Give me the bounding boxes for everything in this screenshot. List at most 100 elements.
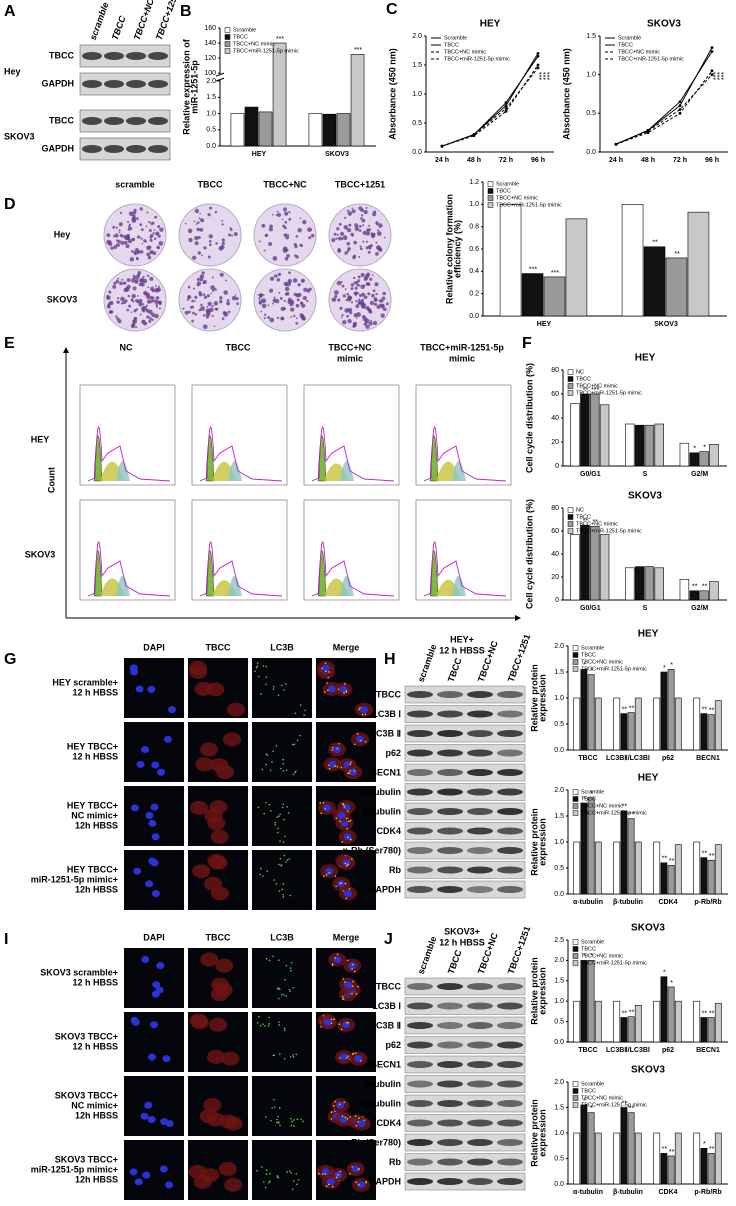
cytoplasm	[210, 829, 229, 844]
colony	[194, 236, 199, 241]
puncta	[334, 875, 337, 877]
nucleus	[151, 890, 160, 898]
colony	[350, 301, 354, 304]
y-axis-label: expression	[537, 674, 547, 722]
puncta	[283, 1057, 286, 1060]
colony	[151, 299, 155, 303]
nucleus	[325, 867, 334, 875]
column-label: Merge	[333, 932, 360, 942]
legend-label: TBCC	[576, 514, 591, 520]
x-tick-label: 96 h	[705, 157, 719, 164]
y-tick-label: 0.4	[469, 268, 479, 275]
y-tick-label: 40	[551, 415, 559, 422]
bar	[627, 1016, 635, 1043]
colony	[236, 302, 239, 305]
nucleus	[323, 1018, 332, 1026]
bar	[620, 810, 628, 895]
puncta	[265, 665, 268, 668]
nucleus	[134, 1178, 143, 1186]
puncta	[325, 1185, 328, 1187]
legend-swatch	[572, 939, 579, 945]
blot-band	[407, 1178, 433, 1185]
significance: **	[702, 1010, 708, 1017]
puncta	[324, 662, 327, 664]
colony	[260, 299, 264, 302]
significance: ***	[539, 72, 546, 80]
puncta	[328, 671, 330, 673]
micrograph	[252, 948, 312, 1008]
puncta	[283, 1027, 286, 1030]
puncta	[326, 682, 328, 684]
colony	[194, 313, 198, 316]
colony	[125, 235, 131, 241]
blot	[404, 1016, 526, 1035]
bar	[627, 818, 635, 895]
row-label: 12 h HBSS	[72, 687, 118, 697]
blot-band	[437, 1139, 463, 1146]
colony	[276, 212, 282, 218]
bar	[699, 590, 709, 601]
colony	[272, 213, 274, 216]
colony	[269, 288, 274, 293]
colony	[144, 292, 147, 296]
colony	[136, 217, 139, 220]
colony	[267, 316, 271, 320]
bar	[573, 697, 581, 751]
puncta	[347, 1055, 350, 1057]
bar	[594, 1000, 602, 1043]
nucleus	[336, 1101, 345, 1109]
bar	[634, 424, 645, 467]
puncta	[351, 968, 353, 970]
legend-swatch	[572, 803, 579, 809]
puncta	[335, 1176, 338, 1179]
significance: **	[629, 1010, 635, 1017]
puncta	[304, 709, 307, 712]
colony	[373, 297, 377, 301]
bar	[594, 841, 602, 895]
colony	[207, 301, 212, 306]
legend-label: TBCC+miR-1251-5p mimic	[233, 48, 299, 54]
colony	[340, 316, 343, 319]
colony	[139, 278, 144, 283]
bar	[627, 712, 635, 751]
colony	[336, 233, 339, 236]
puncta	[324, 1173, 327, 1175]
nucleus	[337, 880, 346, 888]
colony	[109, 300, 114, 306]
blot-band	[467, 1158, 493, 1166]
chart-title: SKOV3	[631, 923, 665, 934]
nucleus	[162, 1055, 171, 1063]
significance: **	[662, 856, 668, 863]
bar	[350, 54, 365, 147]
bar	[654, 567, 664, 601]
lane-label: TBCC+1251	[506, 925, 533, 976]
puncta	[265, 683, 267, 686]
bar	[687, 211, 710, 317]
g2-peak	[340, 461, 354, 481]
colony	[209, 307, 214, 313]
band-label: p62	[385, 748, 401, 758]
puncta	[350, 838, 352, 841]
puncta	[338, 1103, 341, 1106]
y-tick-label: 140	[204, 40, 216, 47]
nucleus	[342, 1021, 351, 1029]
colony	[381, 296, 386, 301]
legend-swatch	[572, 810, 579, 816]
column-label: TBCC+NC	[328, 342, 372, 352]
colony	[127, 227, 131, 231]
y-tick-label: 60	[551, 528, 559, 535]
colony	[135, 326, 138, 329]
puncta	[278, 1021, 281, 1023]
colony	[147, 255, 152, 260]
blot-band	[437, 730, 463, 737]
blot-band	[467, 886, 493, 893]
y-tick-label: 0.0	[469, 313, 479, 320]
lane-label: scramble	[416, 643, 439, 684]
puncta	[361, 713, 364, 716]
puncta	[268, 1016, 270, 1019]
colony	[158, 241, 164, 246]
bar	[573, 1000, 581, 1043]
colony	[214, 307, 218, 311]
x-tick-label: LC3BⅡ/LC3BⅠ	[606, 1046, 650, 1054]
y-tick-label: 1.2	[469, 179, 479, 186]
